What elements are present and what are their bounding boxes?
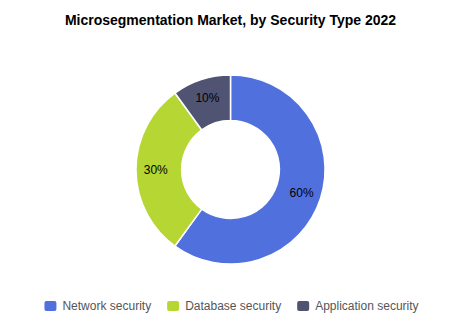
svg-text:Application security: Application security <box>315 299 418 313</box>
svg-text:10%: 10% <box>195 91 219 105</box>
svg-text:Microsegmentation Market, by S: Microsegmentation Market, by Security Ty… <box>65 12 396 28</box>
svg-text:Database security: Database security <box>185 299 281 313</box>
svg-text:60%: 60% <box>290 186 314 200</box>
svg-text:30%: 30% <box>144 163 168 177</box>
svg-text:Network security: Network security <box>62 299 151 313</box>
